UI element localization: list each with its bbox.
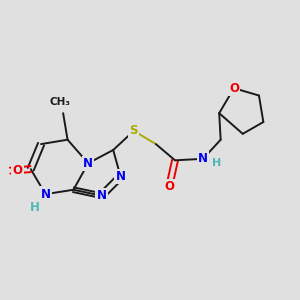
Text: N: N	[116, 170, 126, 183]
Text: O: O	[229, 82, 239, 95]
Text: O: O	[164, 180, 174, 193]
Text: N: N	[198, 152, 208, 165]
Text: S: S	[130, 124, 138, 137]
Text: O: O	[13, 164, 22, 177]
Text: N: N	[83, 157, 93, 170]
Text: N: N	[96, 189, 106, 202]
Text: CH₃: CH₃	[50, 97, 71, 107]
Text: H: H	[30, 201, 40, 214]
Text: N: N	[40, 188, 50, 201]
Text: H: H	[212, 158, 221, 168]
